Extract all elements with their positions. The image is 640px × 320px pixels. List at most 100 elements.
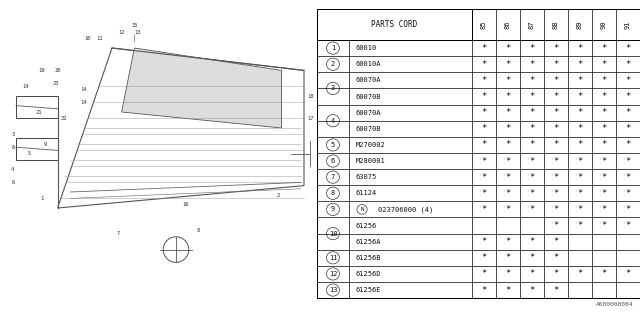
Text: 1: 1 — [331, 45, 335, 51]
Text: 8: 8 — [196, 228, 200, 233]
Text: *: * — [577, 60, 582, 69]
Text: 90: 90 — [601, 20, 607, 29]
Text: 61256D: 61256D — [356, 271, 381, 277]
Text: 61256: 61256 — [356, 222, 377, 228]
Text: 61256A: 61256A — [356, 239, 381, 245]
Text: *: * — [554, 205, 559, 214]
Text: *: * — [481, 173, 486, 182]
Text: *: * — [481, 237, 486, 246]
Text: *: * — [481, 76, 486, 85]
Text: *: * — [505, 76, 511, 85]
Text: 6: 6 — [11, 180, 15, 185]
Text: 9: 9 — [43, 141, 47, 147]
Text: 91: 91 — [625, 20, 631, 29]
Text: *: * — [577, 189, 582, 198]
Text: 14: 14 — [80, 100, 86, 105]
Text: N: N — [360, 207, 364, 212]
Text: 15: 15 — [131, 23, 138, 28]
Text: *: * — [529, 253, 534, 262]
Text: *: * — [554, 92, 559, 101]
Text: *: * — [481, 269, 486, 278]
Text: *: * — [481, 60, 486, 69]
Text: *: * — [529, 92, 534, 101]
Text: *: * — [577, 108, 582, 117]
Bar — [16, 96, 58, 118]
Text: *: * — [505, 269, 511, 278]
Text: *: * — [554, 124, 559, 133]
Text: *: * — [577, 124, 582, 133]
Text: 88: 88 — [553, 20, 559, 29]
Text: *: * — [554, 173, 559, 182]
Text: *: * — [577, 269, 582, 278]
Text: *: * — [554, 76, 559, 85]
Text: *: * — [505, 108, 511, 117]
Text: *: * — [625, 221, 630, 230]
Text: 60070A: 60070A — [356, 110, 381, 116]
Text: *: * — [602, 76, 607, 85]
Text: *: * — [529, 269, 534, 278]
Text: 11: 11 — [329, 255, 337, 261]
Text: *: * — [481, 44, 486, 52]
Text: *: * — [577, 44, 582, 52]
Text: 60010: 60010 — [356, 45, 377, 51]
Text: 023706000 (4): 023706000 (4) — [378, 206, 433, 213]
Text: *: * — [577, 205, 582, 214]
Text: *: * — [625, 60, 630, 69]
Text: 5: 5 — [27, 151, 31, 156]
Text: *: * — [554, 44, 559, 52]
Text: *: * — [554, 140, 559, 149]
Text: 5: 5 — [331, 142, 335, 148]
Text: *: * — [554, 269, 559, 278]
Text: 60010A: 60010A — [356, 61, 381, 67]
Text: *: * — [529, 156, 534, 165]
Text: *: * — [505, 60, 511, 69]
Text: *: * — [625, 124, 630, 133]
Text: *: * — [505, 189, 511, 198]
Text: *: * — [505, 205, 511, 214]
Text: 12: 12 — [329, 271, 337, 277]
Text: *: * — [625, 269, 630, 278]
Text: *: * — [625, 108, 630, 117]
Text: 18: 18 — [307, 93, 314, 99]
Text: 85: 85 — [481, 20, 487, 29]
Text: 63075: 63075 — [356, 174, 377, 180]
Text: *: * — [505, 140, 511, 149]
Text: *: * — [554, 60, 559, 69]
Text: *: * — [529, 108, 534, 117]
Text: *: * — [625, 205, 630, 214]
Polygon shape — [122, 48, 282, 128]
Text: 3: 3 — [331, 85, 335, 92]
Text: *: * — [529, 140, 534, 149]
Text: 13: 13 — [134, 29, 141, 35]
Text: 89: 89 — [577, 20, 583, 29]
Text: *: * — [481, 108, 486, 117]
Text: *: * — [481, 124, 486, 133]
Text: *: * — [602, 92, 607, 101]
Text: 23: 23 — [52, 81, 60, 86]
Text: *: * — [602, 44, 607, 52]
Text: 4: 4 — [331, 118, 335, 124]
Text: *: * — [505, 285, 511, 294]
Text: *: * — [529, 173, 534, 182]
Text: 61256B: 61256B — [356, 255, 381, 261]
Text: 14: 14 — [80, 87, 86, 92]
Text: *: * — [577, 156, 582, 165]
Text: *: * — [505, 44, 511, 52]
Text: 19: 19 — [38, 68, 45, 73]
Text: *: * — [602, 173, 607, 182]
Text: 9: 9 — [331, 206, 335, 212]
Text: 3: 3 — [11, 132, 15, 137]
Text: *: * — [554, 221, 559, 230]
Text: 13: 13 — [329, 287, 337, 293]
Text: *: * — [481, 156, 486, 165]
Text: *: * — [529, 76, 534, 85]
Text: *: * — [481, 253, 486, 262]
Text: *: * — [505, 92, 511, 101]
Text: 17: 17 — [307, 116, 314, 121]
Text: *: * — [529, 44, 534, 52]
Text: 4: 4 — [11, 167, 15, 172]
Text: *: * — [529, 189, 534, 198]
Text: *: * — [505, 156, 511, 165]
Text: 12: 12 — [118, 29, 125, 35]
Text: *: * — [529, 285, 534, 294]
